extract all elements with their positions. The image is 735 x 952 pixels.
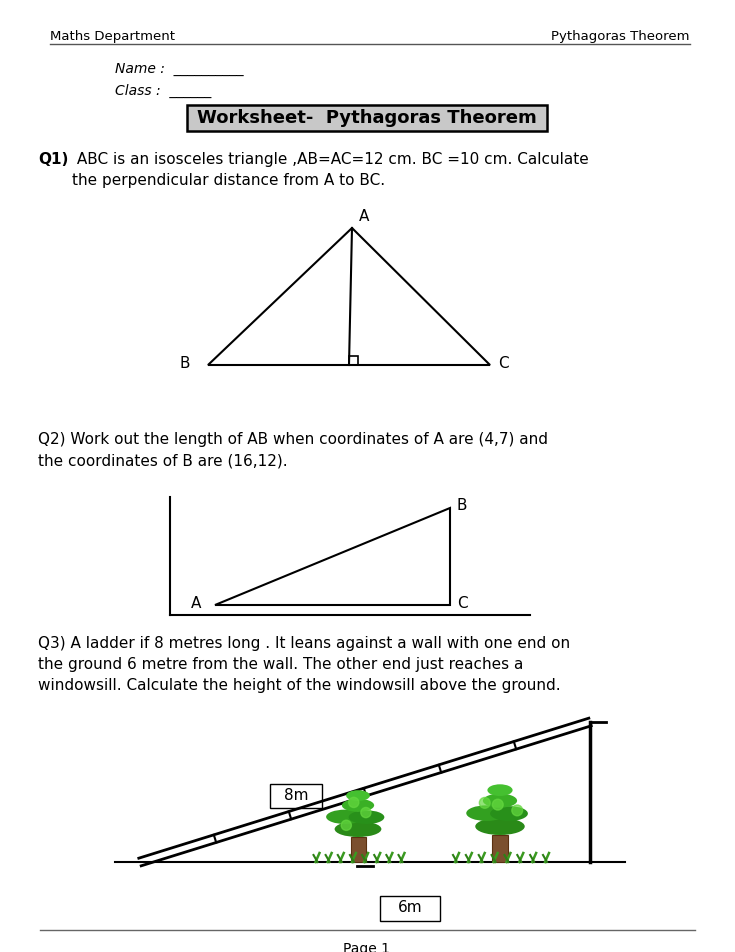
Text: Pythagoras Theorem: Pythagoras Theorem xyxy=(551,30,690,43)
Text: Name :  __________: Name : __________ xyxy=(115,62,243,76)
Bar xyxy=(187,105,547,131)
Bar xyxy=(380,896,440,921)
Text: Q3) A ladder if 8 metres long . It leans against a wall with one end on
the grou: Q3) A ladder if 8 metres long . It leans… xyxy=(38,636,570,693)
Bar xyxy=(349,356,358,365)
Text: Page 1: Page 1 xyxy=(343,942,390,952)
Text: Worksheet-  Pythagoras Theorem: Worksheet- Pythagoras Theorem xyxy=(197,109,537,127)
Ellipse shape xyxy=(476,818,525,835)
Text: Class :  ______: Class : ______ xyxy=(115,84,212,98)
Text: B: B xyxy=(179,355,190,370)
Text: B: B xyxy=(457,499,467,513)
Circle shape xyxy=(492,800,503,810)
Circle shape xyxy=(512,805,523,816)
Text: 8m: 8m xyxy=(284,787,308,803)
Ellipse shape xyxy=(342,799,374,812)
Text: Q1): Q1) xyxy=(38,152,68,167)
Ellipse shape xyxy=(483,794,517,807)
Circle shape xyxy=(348,798,359,807)
Ellipse shape xyxy=(466,805,506,821)
Circle shape xyxy=(341,821,351,830)
Circle shape xyxy=(479,798,490,808)
Bar xyxy=(351,837,366,862)
Text: 6m: 6m xyxy=(398,901,423,916)
Ellipse shape xyxy=(348,810,384,824)
Text: Q2) Work out the length of AB when coordinates of A are (4,7) and
the coordinate: Q2) Work out the length of AB when coord… xyxy=(38,432,548,468)
Text: A: A xyxy=(359,209,370,224)
Ellipse shape xyxy=(334,822,381,837)
Text: A: A xyxy=(190,596,201,610)
Ellipse shape xyxy=(326,809,365,824)
Bar xyxy=(492,835,508,862)
Text: C: C xyxy=(498,355,509,370)
Text: Maths Department: Maths Department xyxy=(50,30,175,43)
Circle shape xyxy=(361,807,371,818)
Text: ABC is an isosceles triangle ,AB=AC=12 cm. BC =10 cm. Calculate
the perpendicula: ABC is an isosceles triangle ,AB=AC=12 c… xyxy=(72,152,589,188)
Text: C: C xyxy=(457,596,467,610)
Ellipse shape xyxy=(490,806,528,821)
Ellipse shape xyxy=(346,790,370,801)
Bar xyxy=(270,784,322,808)
Ellipse shape xyxy=(487,784,512,796)
